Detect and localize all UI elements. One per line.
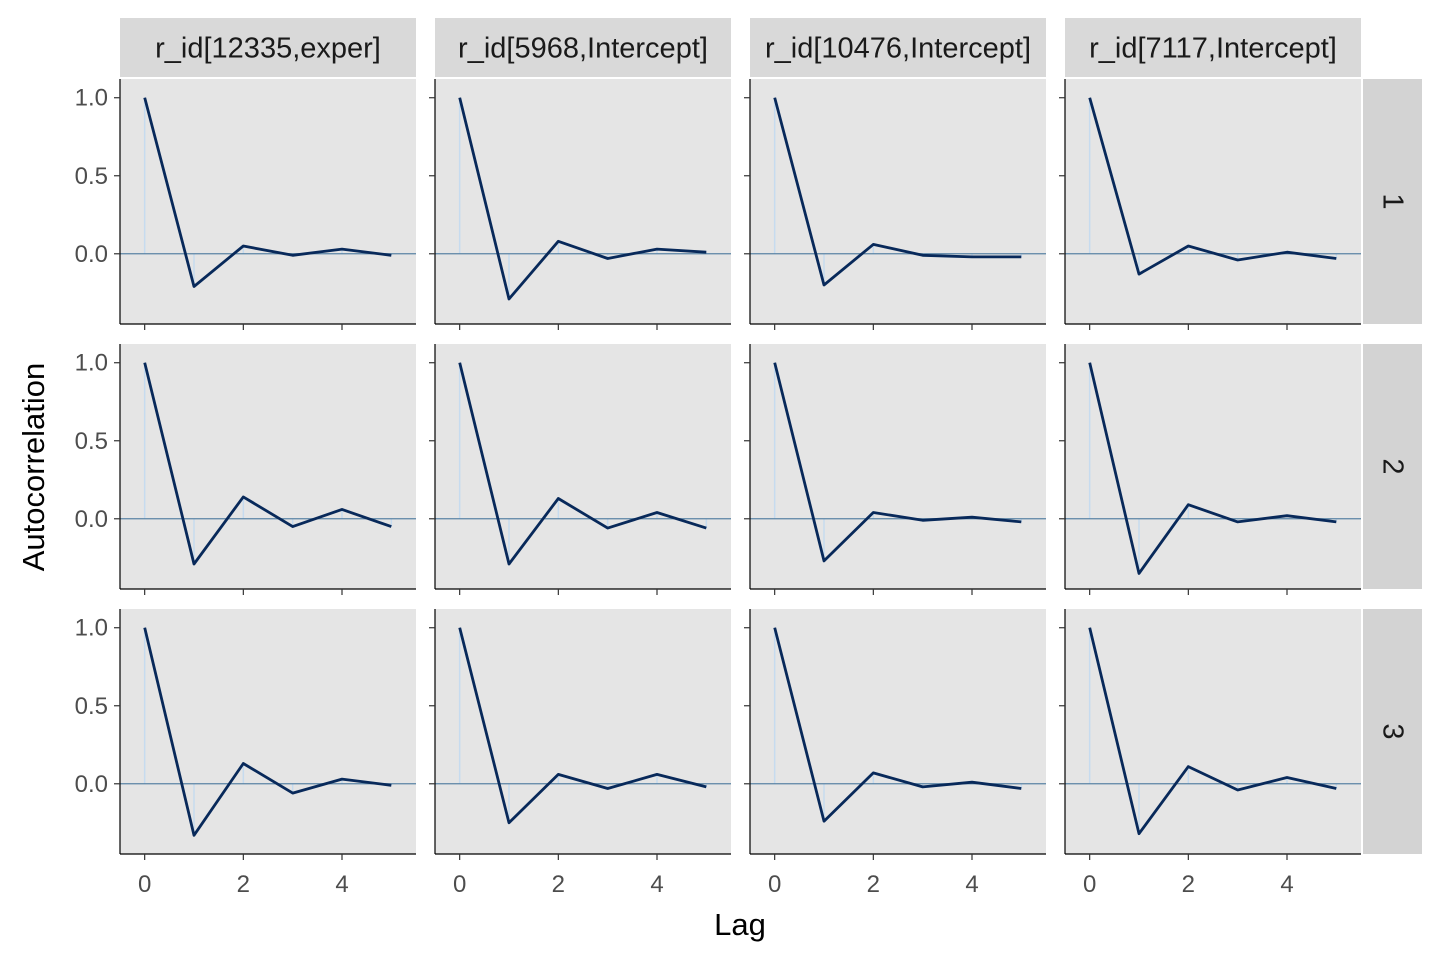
x-tick-label: 0	[453, 871, 466, 898]
acf-line	[143, 97, 392, 288]
panel-background	[1065, 344, 1361, 589]
x-tick-label: 4	[335, 871, 348, 898]
y-tick-label: 0.0	[75, 506, 108, 533]
row-strip	[1363, 344, 1422, 589]
facet-panel	[120, 344, 416, 589]
facet-panel	[750, 344, 1046, 589]
panel-background	[120, 79, 416, 324]
acf-line	[458, 362, 707, 566]
panel-background	[1065, 79, 1361, 324]
facet-panel	[1065, 344, 1361, 589]
acf-line	[1088, 627, 1337, 836]
row-strip-label: 1	[1377, 193, 1409, 209]
row-strip-label: 2	[1377, 458, 1409, 474]
column-strip-label: r_id[7117,Intercept]	[1089, 33, 1337, 65]
x-tick-label: 4	[965, 871, 978, 898]
panel-background	[750, 79, 1046, 324]
panel-background	[750, 344, 1046, 589]
facet-panel	[435, 79, 731, 324]
x-tick-label: 0	[768, 871, 781, 898]
x-tick-label: 4	[650, 871, 663, 898]
y-axis-title: Autocorrelation	[16, 363, 51, 572]
facet-panel	[1065, 79, 1361, 324]
acf-line	[1088, 362, 1337, 575]
panel-background	[435, 79, 731, 324]
y-tick-label: 0.5	[75, 428, 108, 455]
x-tick-label: 0	[138, 871, 151, 898]
x-tick-label: 4	[1280, 871, 1293, 898]
acf-line	[1088, 97, 1337, 276]
x-axis-title: Lag	[714, 907, 766, 942]
facet-panel	[750, 79, 1046, 324]
panel-background	[435, 609, 731, 854]
x-tick-label: 0	[1083, 871, 1096, 898]
y-tick-label: 1.0	[75, 615, 108, 642]
column-strip-label: r_id[12335,exper]	[155, 33, 381, 65]
acf-line	[773, 627, 1022, 823]
panel-background	[120, 344, 416, 589]
acf-line	[143, 362, 392, 566]
x-tick-label: 2	[552, 871, 565, 898]
y-tick-label: 0.5	[75, 693, 108, 720]
panel-background	[1065, 609, 1361, 854]
y-tick-label: 0.0	[75, 771, 108, 798]
facet-panel	[435, 609, 731, 854]
y-tick-label: 1.0	[75, 85, 108, 112]
column-strip	[1065, 18, 1361, 77]
facet-panel	[120, 609, 416, 854]
column-strip-label: r_id[5968,Intercept]	[458, 33, 708, 65]
column-strip	[120, 18, 416, 77]
panel-background	[120, 609, 416, 854]
y-tick-label: 0.0	[75, 241, 108, 268]
row-strip	[1363, 79, 1422, 324]
row-strip-label: 3	[1377, 723, 1409, 739]
facet-panel	[120, 79, 416, 324]
acf-line	[458, 627, 707, 825]
acf-line	[773, 362, 1022, 563]
acf-line	[143, 627, 392, 837]
column-strip	[750, 18, 1046, 77]
row-strip	[1363, 609, 1422, 854]
x-tick-label: 2	[867, 871, 880, 898]
facet-panel	[435, 344, 731, 589]
panel-background	[750, 609, 1046, 854]
facet-panel	[1065, 609, 1361, 854]
x-tick-label: 2	[1182, 871, 1195, 898]
y-tick-label: 1.0	[75, 350, 108, 377]
column-strip	[435, 18, 731, 77]
column-strip-label: r_id[10476,Intercept]	[765, 33, 1031, 65]
y-tick-label: 0.5	[75, 163, 108, 190]
x-tick-label: 2	[237, 871, 250, 898]
panel-background	[435, 344, 731, 589]
acf-line	[458, 97, 707, 301]
facet-panel	[750, 609, 1046, 854]
acf-line	[773, 97, 1022, 287]
